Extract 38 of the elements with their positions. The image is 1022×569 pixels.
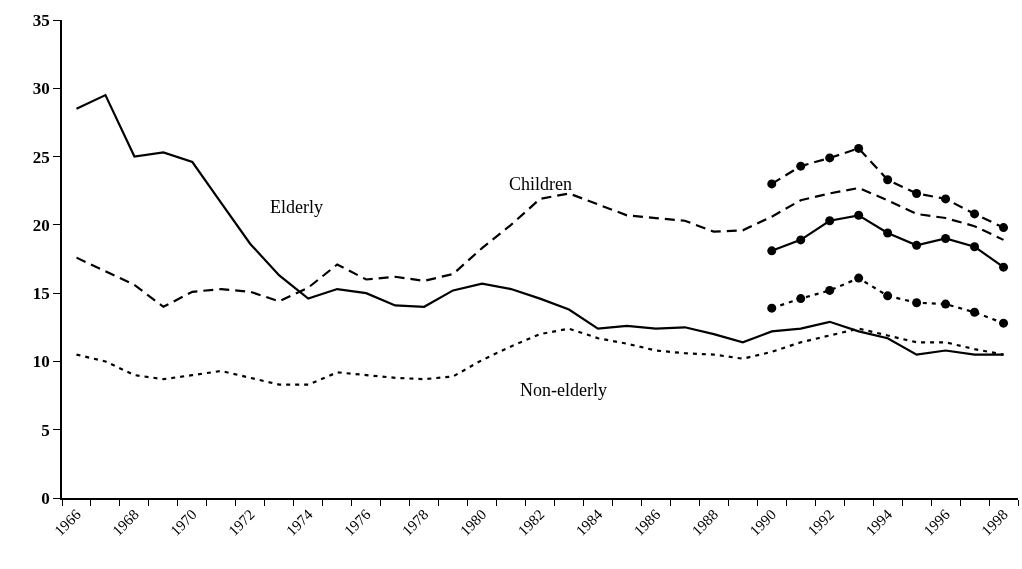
point <box>970 242 980 252</box>
point <box>883 228 893 238</box>
point <box>796 294 806 304</box>
point <box>796 235 806 245</box>
point <box>854 210 864 220</box>
series-label: Children <box>509 174 572 194</box>
point <box>970 307 980 317</box>
point <box>767 179 777 189</box>
point <box>912 240 922 250</box>
y-tick-label: 15 <box>32 284 50 304</box>
point <box>912 188 922 198</box>
y-tick-label: 5 <box>41 420 50 440</box>
point <box>796 161 806 171</box>
point <box>825 216 835 226</box>
y-tick-label: 10 <box>32 352 50 372</box>
point <box>912 298 922 308</box>
y-tick-label: 30 <box>32 79 50 99</box>
point <box>883 175 893 185</box>
series-label: Non-elderly <box>520 380 607 400</box>
y-tick-label: 35 <box>32 10 50 30</box>
point <box>999 223 1009 233</box>
point <box>825 285 835 295</box>
y-tick-label: 20 <box>32 215 50 235</box>
point <box>999 262 1009 272</box>
point <box>854 143 864 153</box>
point <box>767 246 777 256</box>
series-label: Elderly <box>270 197 323 217</box>
point <box>941 194 951 204</box>
point <box>970 209 980 219</box>
point <box>854 273 864 283</box>
point <box>883 291 893 301</box>
point <box>999 318 1009 328</box>
point <box>825 153 835 163</box>
y-tick-label: 25 <box>32 147 50 167</box>
point <box>767 303 777 313</box>
y-tick-label: 0 <box>41 488 50 508</box>
point <box>941 299 951 309</box>
point <box>941 234 951 244</box>
